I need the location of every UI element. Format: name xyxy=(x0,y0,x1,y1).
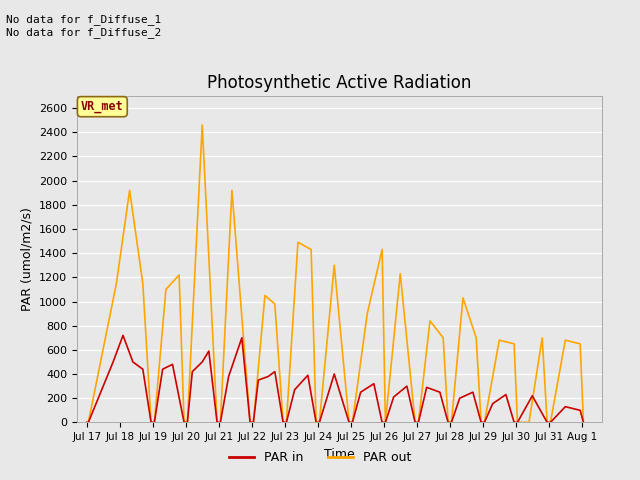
PAR in xyxy=(109,359,117,365)
PAR in xyxy=(150,420,158,425)
Title: Photosynthetic Active Radiation: Photosynthetic Active Radiation xyxy=(207,73,472,92)
PAR in xyxy=(444,420,452,425)
Legend: PAR in, PAR out: PAR in, PAR out xyxy=(223,446,417,469)
Line: PAR out: PAR out xyxy=(86,125,584,422)
Text: VR_met: VR_met xyxy=(81,100,124,113)
Text: No data for f_Diffuse_1
No data for f_Diffuse_2: No data for f_Diffuse_1 No data for f_Di… xyxy=(6,14,162,38)
PAR out xyxy=(83,420,90,425)
Y-axis label: PAR (umol/m2/s): PAR (umol/m2/s) xyxy=(20,207,33,311)
PAR out xyxy=(139,280,147,286)
PAR in xyxy=(345,420,353,425)
PAR out xyxy=(412,420,419,425)
PAR in xyxy=(216,420,224,425)
PAR out xyxy=(426,318,434,324)
PAR out xyxy=(330,263,338,268)
PAR out xyxy=(580,420,588,425)
PAR in xyxy=(119,333,127,338)
PAR in xyxy=(180,420,188,425)
X-axis label: Time: Time xyxy=(324,448,355,461)
PAR out xyxy=(547,420,554,425)
PAR out xyxy=(279,420,287,425)
Line: PAR in: PAR in xyxy=(86,336,584,422)
PAR out xyxy=(198,122,206,128)
PAR in xyxy=(580,420,588,425)
PAR in xyxy=(83,420,90,425)
